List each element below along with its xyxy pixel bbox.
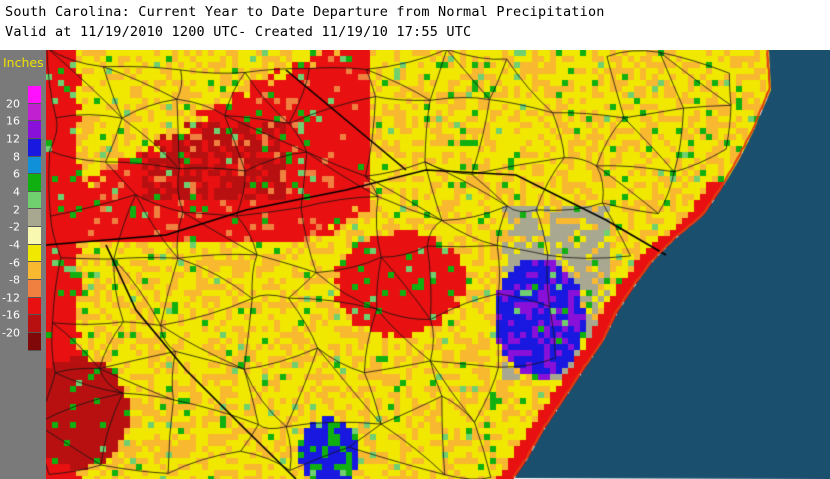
map-header: South Carolina: Current Year to Date Dep… bbox=[0, 0, 830, 50]
legend-tick-label: 8 bbox=[13, 150, 20, 164]
legend-swatch bbox=[28, 262, 41, 281]
legend-tick-label: -16 bbox=[2, 308, 20, 322]
legend-tick-label: -12 bbox=[2, 291, 20, 305]
legend-tick-label: 4 bbox=[13, 185, 20, 199]
legend-swatch bbox=[28, 297, 41, 316]
legend-swatch bbox=[28, 209, 41, 228]
legend-swatch bbox=[28, 86, 41, 104]
legend-swatch bbox=[28, 121, 41, 139]
legend-swatch bbox=[28, 191, 41, 210]
color-legend: Inches 20 16 12 8 6 4 2 -2 -4 -6 -8 -12 -16 -20 bbox=[0, 50, 46, 479]
legend-title: Inches bbox=[3, 55, 44, 70]
legend-swatch bbox=[28, 138, 41, 157]
precipitation-map bbox=[46, 50, 830, 479]
legend-swatch bbox=[28, 332, 41, 351]
precipitation-departure-map bbox=[46, 50, 830, 479]
legend-swatch bbox=[28, 174, 41, 192]
map-title: South Carolina: Current Year to Date Dep… bbox=[5, 4, 605, 20]
legend-swatch bbox=[28, 156, 41, 175]
legend-swatch bbox=[28, 244, 41, 263]
legend-tick-label: -20 bbox=[2, 326, 20, 340]
legend-tick-label: 12 bbox=[6, 132, 20, 146]
legend-swatch bbox=[28, 103, 41, 122]
legend-swatch bbox=[28, 280, 41, 298]
legend-tick-label: -4 bbox=[9, 238, 20, 252]
legend-tick-label: 16 bbox=[6, 114, 20, 128]
map-subtitle: Valid at 11/19/2010 1200 UTC- Created 11… bbox=[5, 24, 472, 40]
legend-tick-label: -8 bbox=[9, 273, 20, 287]
legend-swatches bbox=[28, 86, 41, 351]
legend-tick-label: 6 bbox=[13, 167, 20, 181]
legend-swatch bbox=[28, 315, 41, 333]
legend-tick-label: 20 bbox=[6, 97, 20, 111]
legend-swatch bbox=[28, 227, 41, 245]
legend-tick-label: -6 bbox=[9, 256, 20, 269]
legend-tick-label: 2 bbox=[13, 203, 20, 217]
legend-tick-label: -2 bbox=[9, 220, 20, 234]
